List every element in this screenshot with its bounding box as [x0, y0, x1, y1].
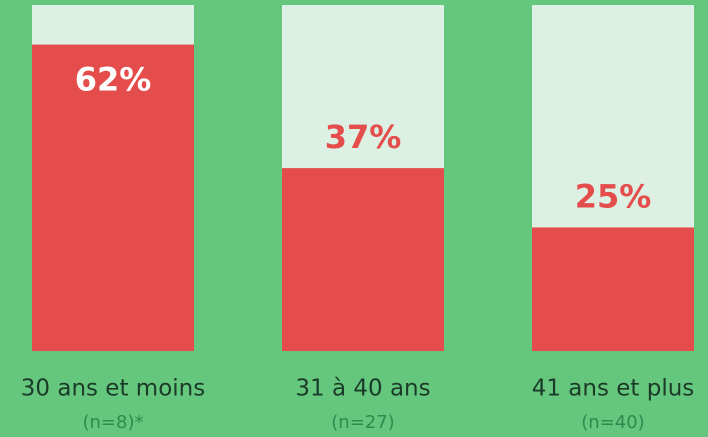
bar	[32, 44, 194, 352]
x-tick-label: 30 ans et moins	[21, 376, 205, 402]
x-tick-sublabel: (n=27)	[331, 412, 394, 433]
x-tick-label: 41 ans et plus	[532, 376, 695, 402]
value-label: 37%	[325, 118, 402, 156]
x-tick-sublabel: (n=40)	[581, 412, 644, 433]
value-label: 62%	[75, 61, 152, 99]
bar	[532, 227, 694, 351]
bar	[282, 168, 444, 351]
value-label: 25%	[575, 177, 652, 215]
x-tick-sublabel: (n=8)*	[83, 412, 144, 433]
x-tick-label: 31 à 40 ans	[295, 376, 430, 402]
